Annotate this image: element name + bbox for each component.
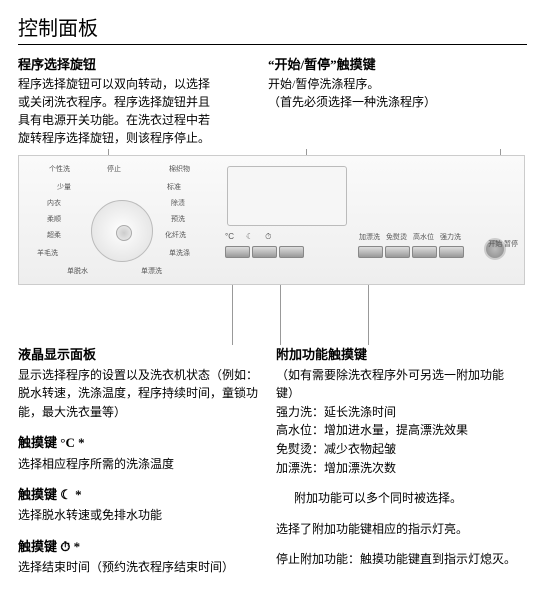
dial-label: 标准 xyxy=(167,182,181,192)
option-item: 高水位：增加进水量，提高漂洗效果 xyxy=(276,421,516,440)
dial-label: 个性洗 xyxy=(49,164,70,174)
dial-label: 预洗 xyxy=(171,214,185,224)
section-heading: 触摸键 ⏱ * xyxy=(18,537,258,557)
program-dial[interactable] xyxy=(91,200,153,262)
option-button[interactable] xyxy=(358,246,383,258)
dial-label: 柔顺 xyxy=(47,214,61,224)
start-heading: “开始/暂停”触摸键 xyxy=(268,55,527,75)
section-body: 选择结束时间（预约洗衣程序结束时间） xyxy=(18,560,234,574)
page-title: 控制面板 xyxy=(18,12,527,41)
touch-button-row xyxy=(225,246,464,258)
time-button[interactable] xyxy=(279,246,304,258)
dial-heading: 程序选择旋钮 xyxy=(18,55,218,75)
dial-body: 程序选择旋钮可以双向转动，以选择或关闭洗衣程序。程序选择旋钮并且具有电源开关功能… xyxy=(18,75,218,147)
lcd-display xyxy=(227,166,347,226)
start-label: 开始 暂停 xyxy=(488,241,518,248)
bottom-right-col: 附加功能触摸键 （如有需要除洗衣程序外可另选一附加功能键） 强力洗：延长洗涤时间… xyxy=(276,345,516,589)
dial-label: 单漂洗 xyxy=(141,266,162,276)
start-description: “开始/暂停”触摸键 开始/暂停洗涤程序。 （首先必须选择一种洗涤程序） xyxy=(238,55,527,147)
dial-label: 羊毛洗 xyxy=(37,248,58,258)
options-intro: （如有需要除洗衣程序外可另选一附加功能键） xyxy=(276,366,516,403)
dial-label: 单洗涤 xyxy=(169,248,190,258)
bottom-left-col: 液晶显示面板 显示选择程序的设置以及洗衣机状态（例如：脱水转速，洗涤温度，程序持… xyxy=(18,345,258,589)
option-button[interactable] xyxy=(385,246,410,258)
section-heading: 附加功能触摸键 xyxy=(276,345,516,365)
options-section: 附加功能触摸键 （如有需要除洗衣程序外可另选一附加功能键） 强力洗：延长洗涤时间… xyxy=(276,345,516,478)
dial-label: 超柔 xyxy=(47,230,61,240)
clock-symbol: ⏱ xyxy=(265,232,271,241)
dial-label: 少量 xyxy=(57,182,71,192)
start-line2: （首先必须选择一种洗涤程序） xyxy=(268,93,527,111)
page: 控制面板 程序选择旋钮 程序选择旋钮可以双向转动，以选择或关闭洗衣程序。程序选择… xyxy=(0,0,545,601)
section-heading: 触摸键 ☾ * xyxy=(18,485,258,505)
dial-label: 内衣 xyxy=(47,198,61,208)
options-note1: 附加功能可以多个同时被选择。 xyxy=(276,489,516,508)
section-body: 显示选择程序的设置以及洗衣机状态（例如：脱水转速，洗涤温度，程序持续时间，童锁功… xyxy=(18,368,258,419)
section-heading: 液晶显示面板 xyxy=(18,345,258,365)
panel-illustration: 个性洗 停止 棉织物 少量 内衣 柔顺 超柔 羊毛洗 单脱水 标准 除渍 预洗 … xyxy=(18,155,525,285)
option-item: 强力洗：延长洗涤时间 xyxy=(276,403,516,422)
start-line1: 开始/暂停洗涤程序。 xyxy=(268,75,527,93)
temp-key-section: 触摸键 °C * 选择相应程序所需的洗涤温度 xyxy=(18,433,258,473)
option-button[interactable] xyxy=(412,246,437,258)
temp-symbol: °C xyxy=(225,232,234,241)
option-button[interactable] xyxy=(439,246,464,258)
spin-key-section: 触摸键 ☾ * 选择脱水转速或免排水功能 xyxy=(18,485,258,525)
bottom-descriptions: 液晶显示面板 显示选择程序的设置以及洗衣机状态（例如：脱水转速，洗涤温度，程序持… xyxy=(18,345,527,589)
temp-button[interactable] xyxy=(225,246,250,258)
title-divider xyxy=(18,44,527,45)
dial-description: 程序选择旋钮 程序选择旋钮可以双向转动，以选择或关闭洗衣程序。程序选择旋钮并且具… xyxy=(18,55,218,147)
dial-label: 停止 xyxy=(107,164,121,174)
option-label: 加漂洗 xyxy=(356,232,383,242)
spin-symbol: ☾ xyxy=(246,232,253,241)
dial-label: 除渍 xyxy=(171,198,185,208)
lcd-section: 液晶显示面板 显示选择程序的设置以及洗衣机状态（例如：脱水转速，洗涤温度，程序持… xyxy=(18,345,258,422)
program-dial-area: 个性洗 停止 棉织物 少量 内衣 柔顺 超柔 羊毛洗 单脱水 标准 除渍 预洗 … xyxy=(29,164,209,278)
dial-label: 棉织物 xyxy=(169,164,190,174)
option-label: 强力洗 xyxy=(437,232,464,242)
symbol-label: °C ☾ ⏱ xyxy=(225,232,271,242)
options-note2: 选择了附加功能键相应的指示灯亮。 xyxy=(276,520,516,539)
dial-label: 单脱水 xyxy=(67,266,88,276)
option-item: 加漂洗：增加漂洗次数 xyxy=(276,459,516,478)
top-descriptions: 程序选择旋钮 程序选择旋钮可以双向转动，以选择或关闭洗衣程序。程序选择旋钮并且具… xyxy=(18,55,527,147)
section-body: 选择脱水转速或免排水功能 xyxy=(18,508,162,522)
time-key-section: 触摸键 ⏱ * 选择结束时间（预约洗衣程序结束时间） xyxy=(18,537,258,577)
spin-button[interactable] xyxy=(252,246,277,258)
dial-label: 化纤洗 xyxy=(165,230,186,240)
options-note3: 停止附加功能：触摸功能键直到指示灯熄灭。 xyxy=(276,550,516,569)
option-item: 免熨烫：减少衣物起皱 xyxy=(276,440,516,459)
section-heading: 触摸键 °C * xyxy=(18,433,258,453)
option-label: 免熨烫 xyxy=(383,232,410,242)
option-labels: 加漂洗 免熨烫 高水位 强力洗 xyxy=(356,232,464,242)
control-panel-figure: 个性洗 停止 棉织物 少量 内衣 柔顺 超柔 羊毛洗 单脱水 标准 除渍 预洗 … xyxy=(18,155,527,285)
section-body: 选择相应程序所需的洗涤温度 xyxy=(18,457,174,471)
option-label: 高水位 xyxy=(410,232,437,242)
